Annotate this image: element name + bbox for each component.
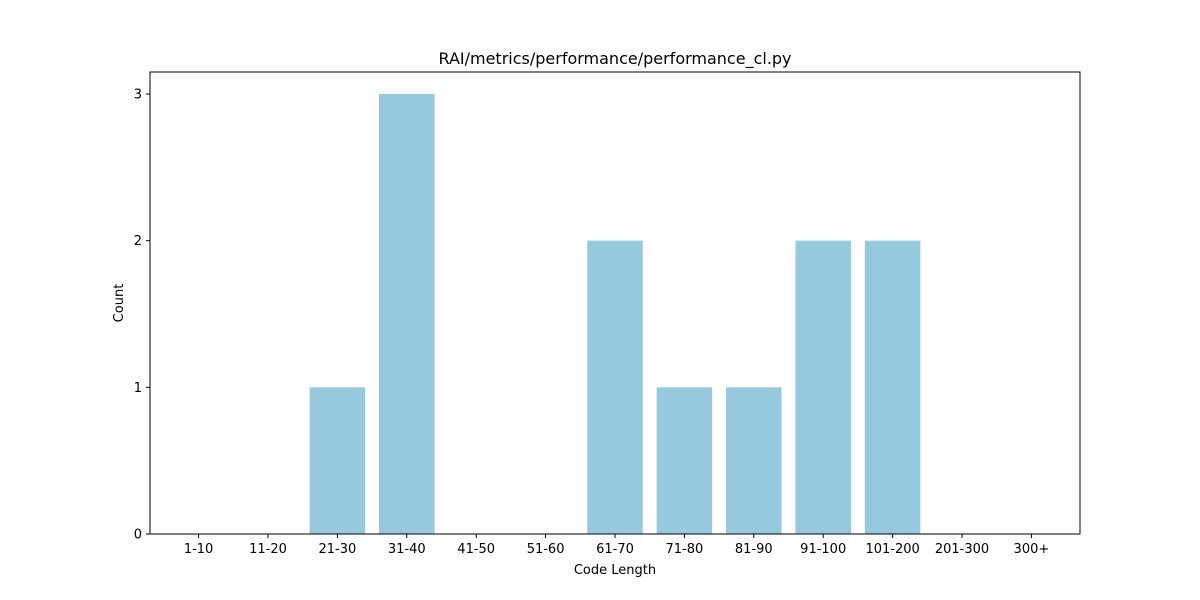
x-tick-label: 41-50 bbox=[457, 542, 495, 557]
y-axis-label: Count bbox=[112, 284, 127, 323]
chart-title: RAI/metrics/performance/performance_cl.p… bbox=[438, 49, 791, 69]
x-ticks: 1-10 11-20 21-30 31-40 41-50 51-60 61-70 71-80 8… bbox=[184, 534, 1049, 557]
bar-71-80 bbox=[656, 387, 713, 534]
x-tick-label: 11-20 bbox=[249, 542, 287, 557]
bars bbox=[309, 94, 921, 534]
y-ticks: 0 1 2 3 bbox=[134, 88, 150, 543]
x-tick-label: 1-10 bbox=[184, 542, 214, 557]
x-tick-label: 61-70 bbox=[596, 542, 634, 557]
x-axis-label: Code Length bbox=[574, 563, 656, 578]
bar-21-30 bbox=[309, 387, 366, 534]
y-tick-label: 1 bbox=[134, 381, 142, 396]
bar-101-200 bbox=[864, 240, 921, 534]
x-tick-label: 101-200 bbox=[865, 542, 919, 557]
x-tick-label: 51-60 bbox=[527, 542, 565, 557]
y-tick-label: 0 bbox=[134, 528, 142, 543]
x-tick-label: 300+ bbox=[1014, 542, 1050, 557]
plot-frame bbox=[149, 71, 1081, 535]
x-tick-label: 201-300 bbox=[935, 542, 989, 557]
x-tick-label: 71-80 bbox=[666, 542, 704, 557]
y-tick-label: 3 bbox=[134, 88, 142, 103]
x-tick-label: 21-30 bbox=[318, 542, 356, 557]
x-tick-label: 81-90 bbox=[735, 542, 773, 557]
x-tick-label: 91-100 bbox=[800, 542, 846, 557]
bar-31-40 bbox=[379, 94, 435, 534]
bar-81-90 bbox=[726, 387, 782, 534]
x-tick-label: 31-40 bbox=[388, 542, 426, 557]
y-tick-label: 2 bbox=[134, 234, 142, 249]
bar-91-100 bbox=[795, 240, 851, 534]
bar-61-70 bbox=[587, 240, 643, 534]
